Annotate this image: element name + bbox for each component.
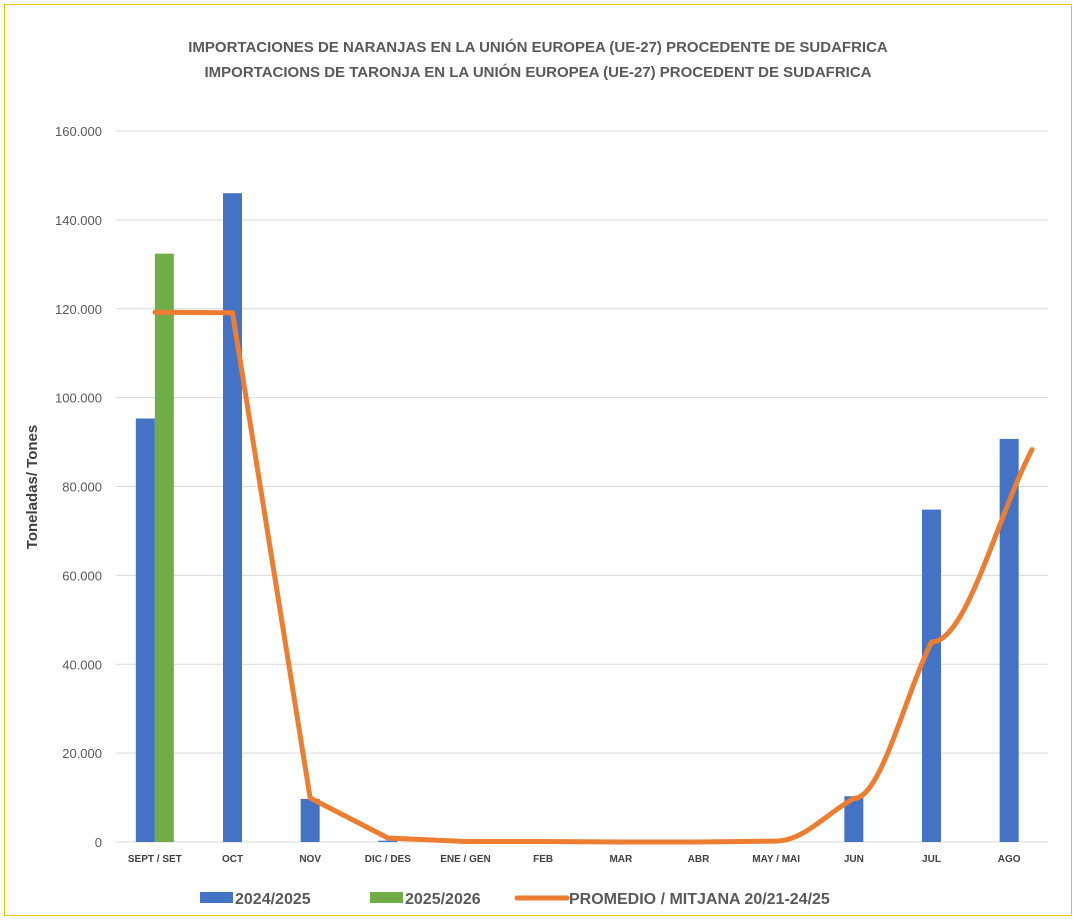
bar-2024-2025 — [999, 438, 1019, 842]
x-category-label: SEPT / SET — [128, 854, 182, 865]
y-axis-label: Toneladas/ Tones — [24, 425, 41, 549]
legend-swatch — [200, 892, 233, 903]
average-line-layer — [152, 309, 1035, 845]
x-category-label: JUN — [844, 854, 864, 865]
bar-2024-2025 — [223, 193, 242, 842]
x-category-label: NOV — [299, 854, 321, 865]
legend-swatch — [370, 892, 403, 903]
x-category-label: ABR — [688, 854, 710, 865]
legend-label: PROMEDIO / MITJANA 20/21-24/25 — [569, 891, 830, 908]
bars — [135, 193, 1019, 842]
average-line — [152, 309, 1035, 845]
x-category-label: ENE / GEN — [440, 854, 491, 865]
y-tick-label: 60.000 — [62, 568, 102, 583]
y-tick-label: 80.000 — [62, 480, 102, 495]
legend-label: 2024/2025 — [235, 891, 311, 908]
x-category-label: JUL — [922, 854, 941, 865]
y-tick-label: 120.000 — [55, 302, 102, 317]
x-category-label: FEB — [533, 854, 553, 865]
bar-2025-2026 — [154, 253, 174, 842]
x-category-label: MAY / MAI — [752, 854, 800, 865]
x-axis-categories: SEPT / SET OCT NOV DIC / DES ENE / GEN FEB MAR… — [128, 854, 1021, 865]
bar-2024-2025 — [378, 840, 398, 842]
x-category-label: DIC / DES — [365, 854, 411, 865]
y-tick-label: 100.000 — [55, 391, 102, 406]
bar-2024-2025 — [135, 418, 155, 842]
y-tick-label: 40.000 — [62, 657, 102, 672]
gridlines — [116, 130, 1048, 843]
y-tick-label: 160.000 — [55, 124, 102, 139]
x-category-label: OCT — [222, 854, 243, 865]
y-tick-label: 140.000 — [55, 213, 102, 228]
bar-2024-2025 — [844, 796, 864, 842]
bar-2024-2025 — [922, 509, 941, 842]
bar-2024-2025 — [300, 798, 320, 842]
legend: 2024/2025 2025/2026 PROMEDIO / MITJANA 20/… — [200, 891, 830, 908]
chart-frame — [4, 4, 1072, 916]
y-tick-label: 20.000 — [62, 746, 102, 761]
y-axis-ticks: 0 20.000 40.000 60.000 80.000 100.000 120.000 1… — [55, 124, 102, 850]
x-category-label: MAR — [609, 854, 633, 865]
legend-label: 2025/2026 — [405, 891, 481, 908]
chart-title-line-2: IMPORTACIONS DE TARONJA EN LA UNIÓN EURO… — [204, 64, 872, 81]
y-tick-label: 0 — [95, 835, 102, 850]
x-category-label: AGO — [998, 854, 1021, 865]
chart-title-line-1: IMPORTACIONES DE NARANJAS EN LA UNIÓN EU… — [188, 39, 888, 56]
